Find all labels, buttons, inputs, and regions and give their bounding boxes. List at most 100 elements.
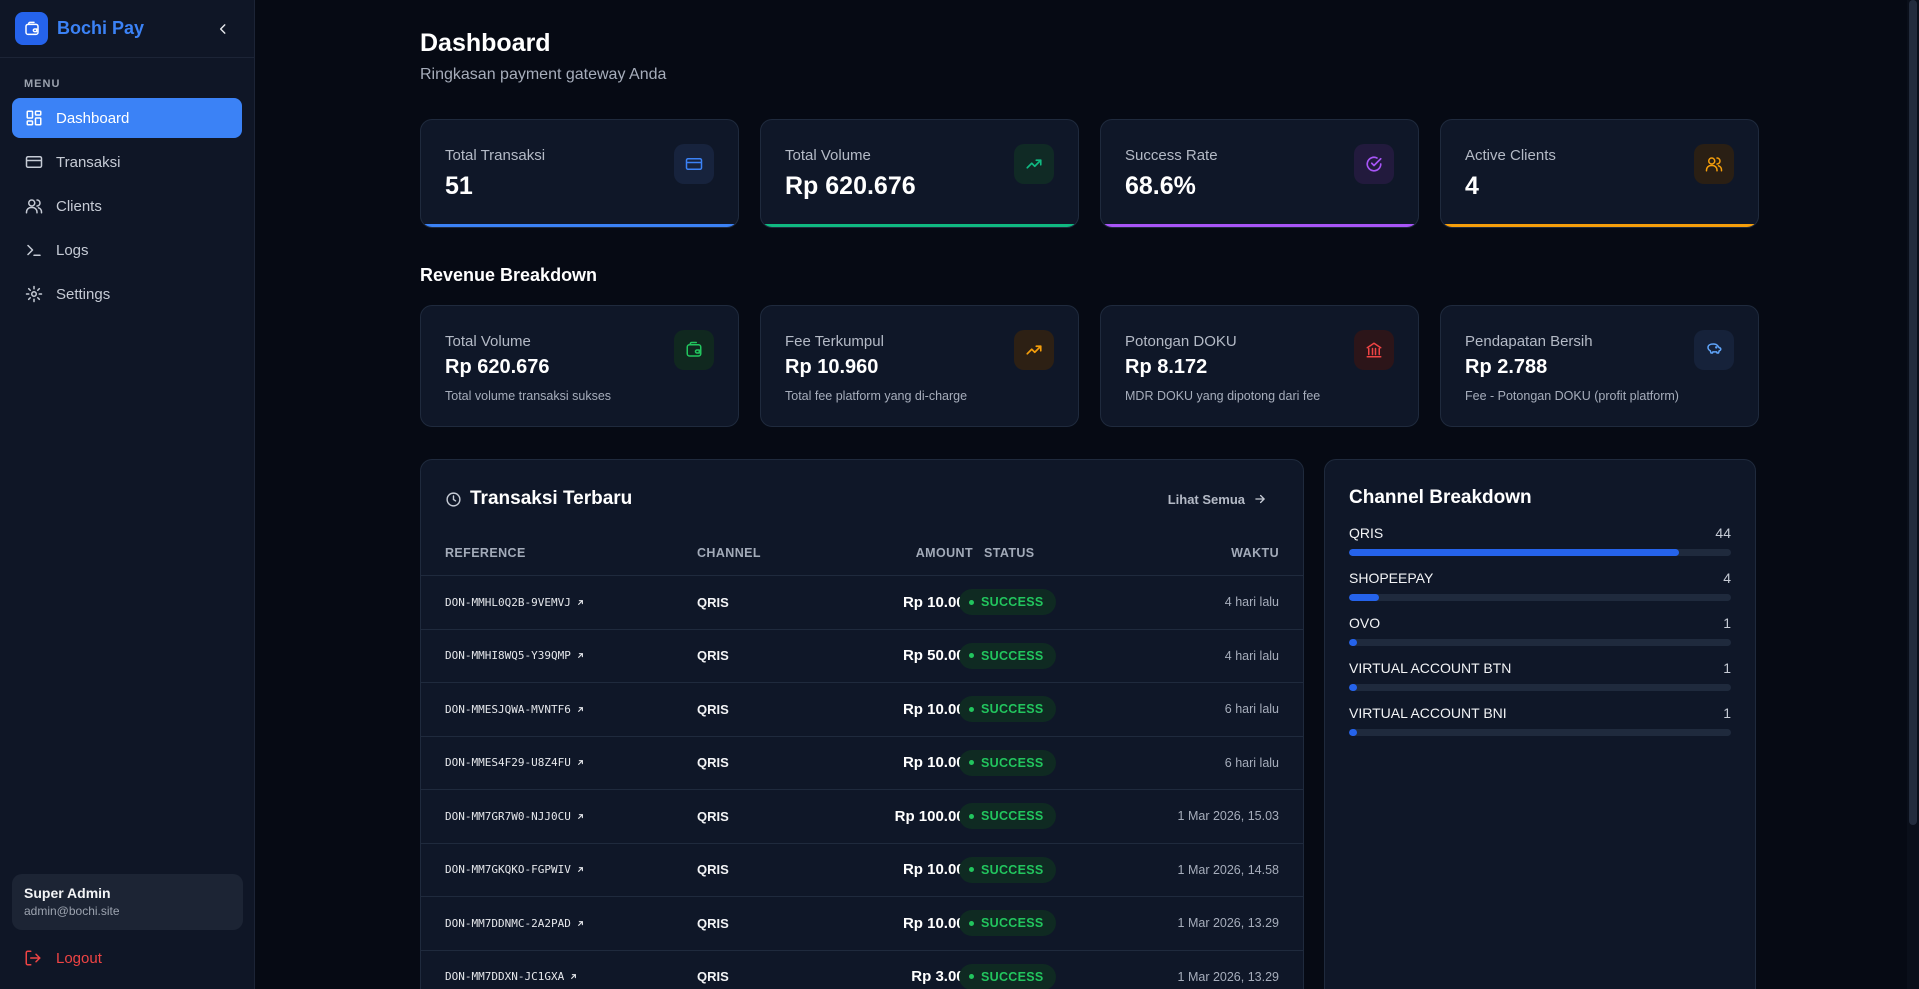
sidebar-item-label: Logs: [56, 241, 89, 259]
table-row[interactable]: DON-MMES4F29-U8Z4FU QRIS Rp 10.000 SUCCE…: [421, 737, 1303, 790]
stat-card-total-volume: Total Volume Rp 620.676: [760, 119, 1079, 228]
revenue-value: Rp 2.788: [1465, 356, 1548, 378]
sidebar-item-settings[interactable]: Settings: [12, 274, 242, 314]
logout-button[interactable]: Logout: [24, 948, 102, 968]
channel-progress-track: [1349, 729, 1731, 736]
channel-item: SHOPEEPAY 4: [1349, 570, 1731, 601]
table-row[interactable]: DON-MMESJQWA-MVNTF6 QRIS Rp 10.000 SUCCE…: [421, 683, 1303, 737]
time-cell: 1 Mar 2026, 13.29: [1177, 916, 1279, 931]
external-link-icon: [569, 972, 578, 981]
reference-link[interactable]: DON-MMHL0Q2B-9VEMVJ: [445, 596, 585, 609]
channel-item: VIRTUAL ACCOUNT BNI 1: [1349, 705, 1731, 736]
table-row[interactable]: DON-MM7DDNMC-2A2PAD QRIS Rp 10.000 SUCCE…: [421, 897, 1303, 951]
reference-link[interactable]: DON-MMES4F29-U8Z4FU: [445, 756, 585, 769]
revenue-desc: Total volume transaksi sukses: [445, 389, 612, 403]
status-text: SUCCESS: [981, 648, 1044, 663]
channel-name: SHOPEEPAY: [1349, 570, 1434, 586]
sidebar-item-transaksi[interactable]: Transaksi: [12, 142, 242, 182]
accent-bar: [761, 224, 1078, 227]
table-row[interactable]: DON-MM7GKQKO-FGPWIV QRIS Rp 10.000 SUCCE…: [421, 844, 1303, 897]
recent-transactions-panel: Transaksi Terbaru Lihat Semua REFERENCE …: [420, 459, 1304, 989]
external-link-icon: [576, 705, 585, 714]
status-dot: [969, 706, 974, 712]
status-dot: [969, 760, 974, 766]
channel-cell: QRIS: [697, 808, 729, 824]
reference-link[interactable]: DON-MMESJQWA-MVNTF6: [445, 703, 585, 716]
reference-link[interactable]: DON-MM7DDXN-JC1GXA: [445, 970, 578, 983]
status-dot: [969, 813, 974, 819]
logout-label: Logout: [56, 949, 102, 967]
stat-label: Success Rate: [1125, 147, 1218, 164]
table-header: REFERENCE CHANNEL AMOUNT STATUS WAKTU: [421, 538, 1303, 576]
channel-item: OVO 1: [1349, 615, 1731, 646]
revenue-row: Total Volume Rp 620.676 Total volume tra…: [420, 305, 1759, 427]
table-row[interactable]: DON-MM7DDXN-JC1GXA QRIS Rp 3.000 SUCCESS…: [421, 951, 1303, 989]
page-title: Dashboard: [420, 29, 551, 57]
amount-cell: Rp 10.000: [902, 914, 973, 932]
time-cell: 4 hari lalu: [1224, 648, 1279, 663]
stat-label: Active Clients: [1465, 147, 1556, 164]
channel-progress-fill: [1349, 729, 1357, 736]
amount-cell: Rp 50.000: [902, 647, 973, 665]
status-text: SUCCESS: [981, 862, 1044, 877]
external-link-icon: [576, 651, 585, 660]
revenue-label: Total Volume: [445, 333, 531, 350]
stats-row: Total Transaksi 51 Total Volume Rp 620.6…: [420, 119, 1759, 228]
gear-icon: [24, 284, 44, 304]
revenue-value: Rp 620.676: [445, 356, 550, 378]
external-link-icon: [576, 758, 585, 767]
accent-bar: [1101, 224, 1418, 227]
see-all-label: Lihat Semua: [1167, 491, 1245, 507]
status-text: SUCCESS: [981, 809, 1044, 824]
column-time: WAKTU: [1231, 545, 1279, 560]
collapse-sidebar-button[interactable]: [211, 17, 235, 41]
channel-cell: QRIS: [697, 969, 729, 985]
table-row[interactable]: DON-MMHL0Q2B-9VEMVJ QRIS Rp 10.000 SUCCE…: [421, 576, 1303, 630]
amount-cell: Rp 10.000: [902, 861, 973, 879]
revenue-desc: MDR DOKU yang dipotong dari fee: [1125, 389, 1321, 403]
terminal-icon: [24, 240, 44, 260]
accent-bar: [1441, 224, 1758, 227]
stat-value: 4: [1465, 172, 1479, 200]
channel-cell: QRIS: [697, 648, 729, 664]
channel-name: VIRTUAL ACCOUNT BTN: [1349, 660, 1512, 676]
table-row[interactable]: DON-MMHI8WQ5-Y39QMP QRIS Rp 50.000 SUCCE…: [421, 630, 1303, 683]
piggy-bank-icon: [1694, 330, 1734, 370]
table-row[interactable]: DON-MM7GR7W0-NJJ0CU QRIS Rp 100.000 SUCC…: [421, 790, 1303, 844]
sidebar: Bochi Pay MENU Dashboard Transaksi Clien…: [0, 0, 255, 989]
reference-link[interactable]: DON-MM7DDNMC-2A2PAD: [445, 917, 585, 930]
scrollbar-thumb[interactable]: [1909, 0, 1917, 825]
status-dot: [969, 920, 974, 926]
channel-progress-track: [1349, 684, 1731, 691]
status-badge: SUCCESS: [959, 803, 1056, 830]
sidebar-item-clients[interactable]: Clients: [12, 186, 242, 226]
page-scrollbar[interactable]: [1907, 0, 1919, 989]
reference-link[interactable]: DON-MM7GR7W0-NJJ0CU: [445, 810, 585, 823]
see-all-link[interactable]: Lihat Semua: [1168, 492, 1267, 507]
stat-value: Rp 620.676: [785, 172, 916, 200]
transactions-title: Transaksi Terbaru: [470, 488, 633, 509]
sidebar-item-label: Settings: [56, 285, 111, 303]
status-dot: [969, 974, 974, 980]
sidebar-item-dashboard[interactable]: Dashboard: [12, 98, 242, 138]
amount-cell: Rp 10.000: [902, 700, 973, 718]
reference-text: DON-MMHI8WQ5-Y39QMP: [445, 649, 571, 663]
wallet-icon: [674, 330, 714, 370]
column-channel: CHANNEL: [697, 545, 761, 560]
wallet-icon: [15, 12, 48, 45]
amount-cell: Rp 10.000: [902, 754, 973, 772]
sidebar-item-logs[interactable]: Logs: [12, 230, 242, 270]
channel-count: 1: [1723, 660, 1731, 676]
reference-text: DON-MM7DDXN-JC1GXA: [445, 970, 565, 984]
menu-section-label: MENU: [24, 78, 61, 90]
reference-link[interactable]: DON-MMHI8WQ5-Y39QMP: [445, 649, 585, 662]
reference-link[interactable]: DON-MM7GKQKO-FGPWIV: [445, 863, 585, 876]
users-icon: [24, 196, 44, 216]
stat-card-success-rate: Success Rate 68.6%: [1100, 119, 1419, 228]
user-email: admin@bochi.site: [24, 904, 120, 918]
stat-value: 51: [445, 172, 473, 200]
reference-text: DON-MM7GKQKO-FGPWIV: [445, 863, 571, 877]
accent-bar: [421, 224, 738, 227]
credit-card-icon: [24, 152, 44, 172]
reference-text: DON-MMHL0Q2B-9VEMVJ: [445, 595, 571, 609]
